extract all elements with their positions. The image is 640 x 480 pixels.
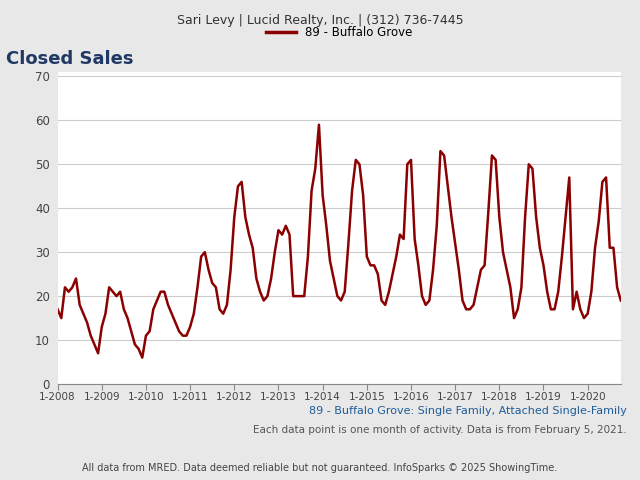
Text: 89 - Buffalo Grove: Single Family, Attached Single-Family: 89 - Buffalo Grove: Single Family, Attac… xyxy=(309,406,627,416)
Text: Closed Sales: Closed Sales xyxy=(6,50,134,68)
Text: Each data point is one month of activity. Data is from February 5, 2021.: Each data point is one month of activity… xyxy=(253,425,627,435)
Text: All data from MRED. Data deemed reliable but not guaranteed. InfoSparks © 2025 S: All data from MRED. Data deemed reliable… xyxy=(83,463,557,473)
Text: Sari Levy | Lucid Realty, Inc. | (312) 736-7445: Sari Levy | Lucid Realty, Inc. | (312) 7… xyxy=(177,14,463,27)
Legend: 89 - Buffalo Grove: 89 - Buffalo Grove xyxy=(261,22,417,44)
